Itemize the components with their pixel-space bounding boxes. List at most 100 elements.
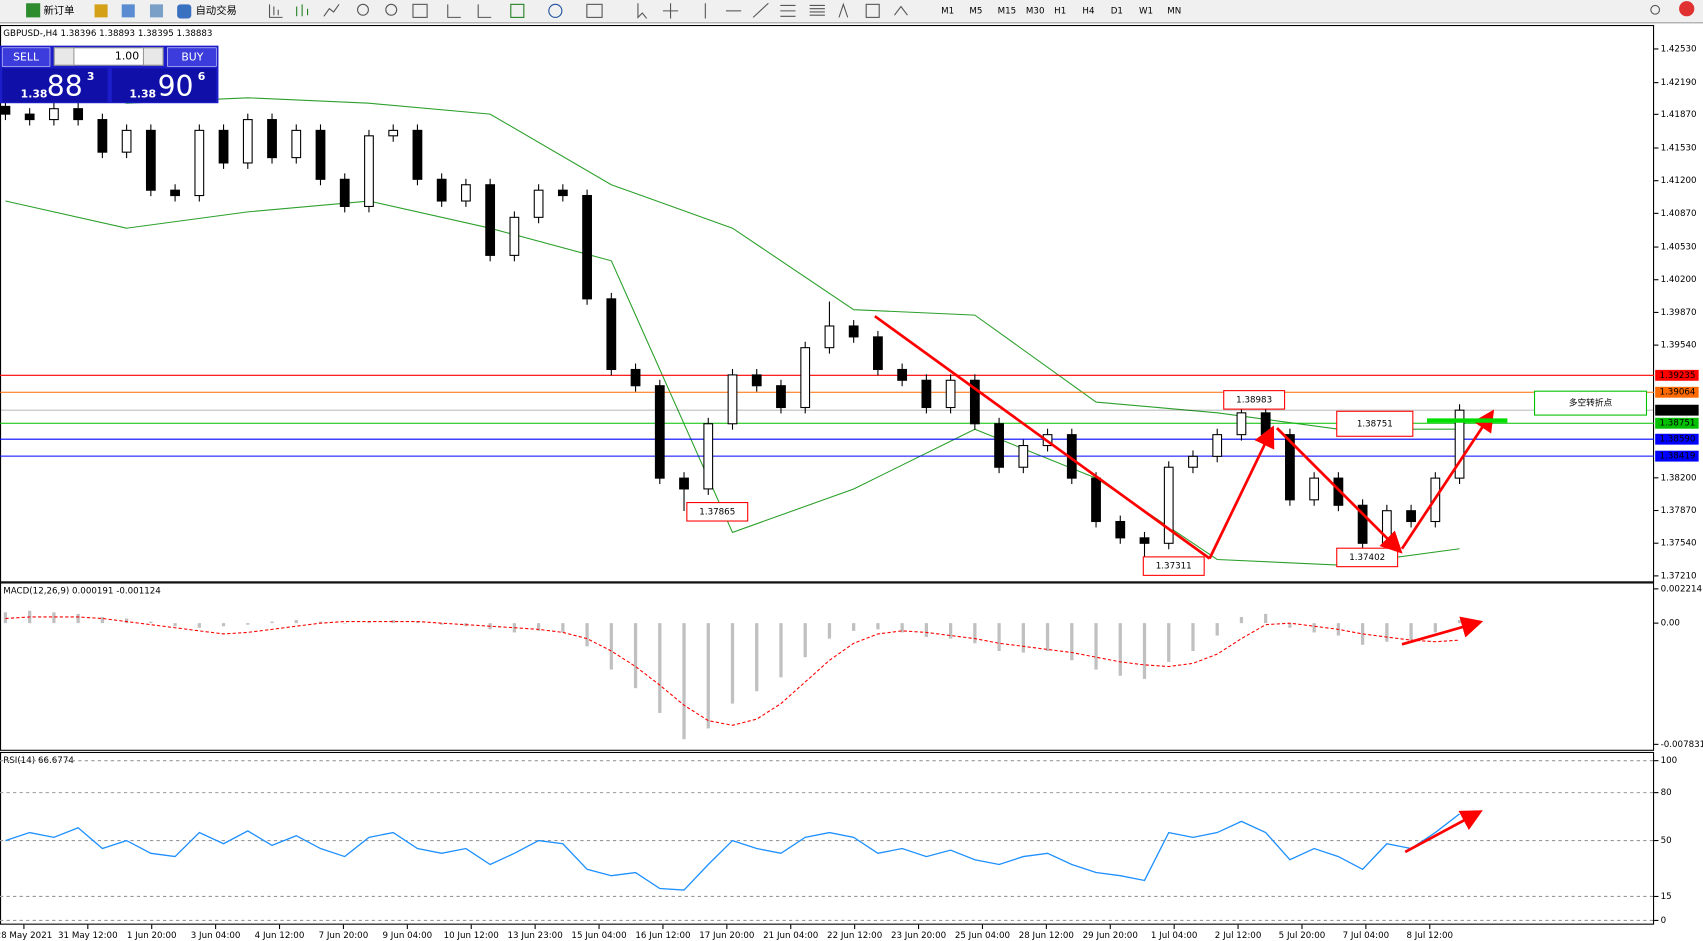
candle-body [485,184,496,256]
sell-button[interactable] [1,47,51,67]
candle-body [97,119,108,153]
icon[interactable] [548,3,563,18]
candle-body [824,325,835,349]
candle-body [0,105,11,115]
candle-body [1357,504,1368,544]
new-order-label: 新订单 [43,4,74,17]
icon[interactable] [809,4,825,16]
notification-badge[interactable] [1679,1,1695,17]
x-tick-label: 17 Jun 20:00 [699,931,754,941]
annotation: 1.38983 [1236,395,1272,405]
icon[interactable] [893,5,908,16]
macd-bar [246,623,250,625]
panels [0,24,1655,925]
x-tick-label: 10 Jun 12:00 [444,931,499,941]
macd-bar [1021,623,1025,653]
icon[interactable] [412,3,428,18]
candle-body [24,113,35,121]
y-tick-label: 0.00 [1661,619,1680,629]
lot-value: 1.00 [115,50,139,63]
auto-trading-button[interactable]: 自动交易 [177,4,237,19]
search-icon[interactable] [1650,4,1661,15]
timeframe-button[interactable]: M5 [969,6,982,16]
bid-big: 88 [47,70,83,103]
y-tick-label: 80 [1661,788,1672,798]
auto-trading-label: 自动交易 [196,4,237,17]
candle-body [776,385,786,409]
one-click-trading: SELL 1.00 BUY 1.38 88 3 1.38 90 6 [0,45,219,104]
y-tick-label: 0 [1661,916,1667,926]
ask-box[interactable] [111,68,217,103]
timeframe-button[interactable]: W1 [1139,6,1153,16]
x-tick-label: 3 Jun 04:00 [191,931,241,941]
lot-up[interactable] [142,47,164,66]
timeframe-button[interactable]: M30 [1026,6,1045,16]
annotation-box [686,502,749,522]
price-level-tag [1655,386,1699,398]
candle-body [1188,455,1198,468]
icon[interactable] [357,3,369,16]
new-order-button[interactable]: 新订单 [26,3,74,18]
icon[interactable] [149,4,164,18]
icon[interactable] [865,3,880,18]
price-level-tag [1655,433,1699,445]
y-tick-label: 1.40530 [1661,243,1697,253]
icon[interactable] [510,3,525,18]
timeframe-button[interactable]: MN [1167,6,1181,16]
macd-bar [1239,616,1244,624]
icon[interactable] [780,4,796,17]
candle-body [727,374,738,425]
x-tick-label: 13 Jun 23:00 [508,931,563,941]
candle-body [436,178,447,202]
icon[interactable] [752,2,769,18]
timeframe-button[interactable]: M15 [998,6,1017,16]
macd-bar [294,620,298,624]
y-tick-label: -0.007831 [1661,740,1703,750]
icon[interactable] [637,3,648,19]
timeframe-button[interactable]: M1 [941,6,954,16]
icon[interactable] [586,3,603,18]
macd-panel [0,582,1655,751]
x-tick-label: 21 Jun 04:00 [763,931,818,941]
macd-bar [827,623,832,639]
macd-bar [1312,623,1316,633]
timeframe-button[interactable]: D1 [1111,6,1123,16]
macd-bar [876,623,880,630]
icon[interactable] [121,4,135,18]
macd-bar [948,623,953,639]
icon[interactable] [662,3,679,19]
timeframe-button[interactable]: H1 [1054,6,1066,16]
rsi-panel [0,751,1655,925]
icon[interactable] [268,4,283,18]
buy-button[interactable] [167,47,217,67]
y-tick-label: 1.42190 [1661,78,1697,88]
bid-box[interactable] [2,68,108,103]
x-tick-label: 29 Jun 20:00 [1083,931,1138,941]
annotation: 1.38751 [1357,419,1393,429]
macd-bar [997,623,1001,651]
candle-body [533,189,544,218]
macd-bar [1215,623,1219,636]
macd-bar [1118,623,1122,676]
candle-body [364,135,374,207]
icon[interactable] [296,4,309,17]
icon[interactable] [477,4,492,18]
lot-down[interactable] [53,47,75,66]
macd-bar [197,623,201,628]
icon[interactable] [94,4,108,18]
candle-body [1018,444,1029,468]
x-tick-label: 28 May 2021 [0,931,52,941]
candle-body [630,368,641,387]
candle-body [582,195,592,300]
icon[interactable] [838,2,849,18]
price-level-label: 1.39235 [1660,371,1696,381]
icon[interactable] [323,4,340,17]
icon[interactable] [447,4,461,18]
x-tick-label: 25 Jun 04:00 [955,931,1010,941]
y-tick-label: 1.40200 [1661,275,1697,285]
timeframe-button[interactable]: H4 [1082,6,1095,16]
icon[interactable] [385,3,398,16]
candle-body [461,184,471,202]
macd-bar [1288,623,1292,628]
candle-body [921,379,932,409]
